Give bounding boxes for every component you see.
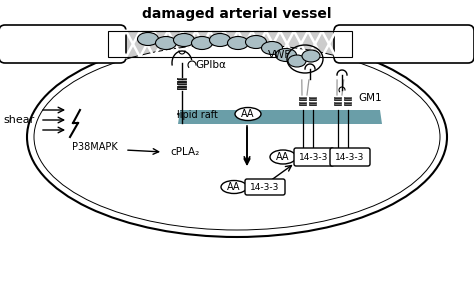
- Ellipse shape: [27, 37, 447, 237]
- FancyBboxPatch shape: [0, 25, 126, 63]
- Ellipse shape: [173, 34, 194, 46]
- Text: 14-3-3: 14-3-3: [299, 152, 328, 162]
- FancyBboxPatch shape: [334, 25, 474, 63]
- FancyBboxPatch shape: [245, 179, 285, 195]
- Text: damaged arterial vessel: damaged arterial vessel: [142, 7, 332, 21]
- Text: 14-3-3: 14-3-3: [335, 152, 365, 162]
- Text: GM1: GM1: [358, 93, 382, 103]
- Ellipse shape: [270, 150, 296, 164]
- Ellipse shape: [246, 35, 266, 48]
- Text: shear: shear: [4, 115, 35, 125]
- Ellipse shape: [262, 41, 283, 55]
- Ellipse shape: [235, 107, 261, 120]
- FancyBboxPatch shape: [294, 148, 334, 166]
- Ellipse shape: [137, 33, 158, 45]
- Text: AA: AA: [276, 152, 290, 162]
- Ellipse shape: [191, 37, 212, 49]
- Text: lipid raft: lipid raft: [177, 110, 218, 120]
- FancyBboxPatch shape: [330, 148, 370, 166]
- Polygon shape: [178, 110, 382, 124]
- Text: P38MAPK: P38MAPK: [72, 142, 118, 152]
- Text: GPIbα: GPIbα: [195, 60, 226, 70]
- Ellipse shape: [34, 44, 440, 230]
- Polygon shape: [108, 31, 352, 57]
- Ellipse shape: [210, 34, 230, 46]
- Text: AA: AA: [241, 109, 255, 119]
- Ellipse shape: [275, 48, 297, 62]
- Ellipse shape: [228, 37, 248, 49]
- Ellipse shape: [221, 181, 247, 193]
- Ellipse shape: [288, 55, 306, 67]
- Ellipse shape: [302, 50, 320, 62]
- Text: VWF: VWF: [268, 50, 291, 60]
- Text: AA: AA: [227, 182, 241, 192]
- Text: 14-3-3: 14-3-3: [250, 182, 280, 192]
- Ellipse shape: [155, 37, 176, 49]
- Text: cPLA₂: cPLA₂: [170, 147, 199, 157]
